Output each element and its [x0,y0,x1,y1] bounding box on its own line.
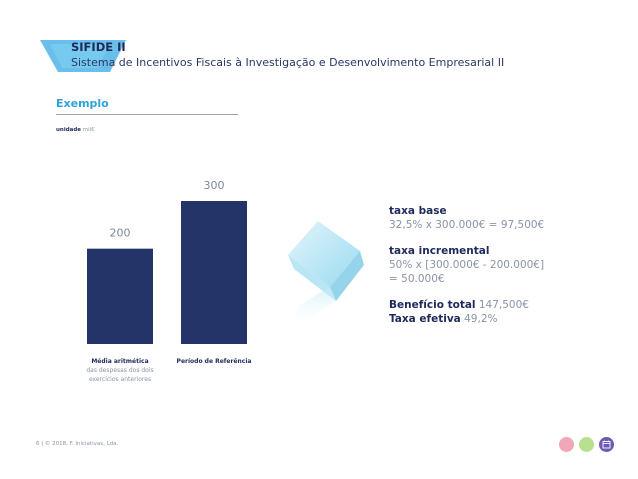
effective-rate-value: 49,2% [464,313,498,325]
total-benefit-value: 147,500€ [478,299,529,311]
ribbon-decoration [40,40,126,72]
pink-dot-icon[interactable] [559,437,574,452]
base-rate-title: taxa base [389,205,447,217]
calendar-icon[interactable] [599,437,614,452]
category-sub1-1: das despesas dos dois [86,367,154,374]
category-main-1: Média aritmética [91,358,149,365]
page-subtitle: Sistema de Incentivos Fiscais à Investig… [71,56,505,69]
bar-1 [87,248,153,344]
section-divider [56,114,238,115]
calculation-panel: taxa base 32,5% x 300.000€ = 97,500€ tax… [389,204,589,326]
base-rate-formula: 32,5% x 300.000€ = 97,500€ [389,219,545,231]
page-title: SIFIDE II [71,40,126,54]
cube-illustration [288,221,364,331]
effective-rate-row: Taxa efetiva 49,2% [389,312,589,326]
category-label-2: Período de Referência [159,357,269,366]
unit-note: unidade mil€ [56,127,95,133]
bar-value-label-2: 300 [204,179,225,192]
category-main-2: Período de Referência [176,358,252,365]
category-label-1: Média aritmética das despesas dos dois exe… [65,357,175,384]
incremental-rate-formula: 50% x [300.000€ - 200.000€] [389,259,545,271]
incremental-rate-result: = 50.000€ [389,273,445,285]
total-benefit-label: Benefício total [389,299,476,311]
category-sub2-1: exercícios anteriores [88,376,152,383]
bar-2 [181,201,247,344]
total-benefit-row: Benefício total 147,500€ [389,298,589,312]
incremental-rate-title: taxa incremental [389,245,490,257]
unit-value: mil€ [82,127,95,133]
green-dot-icon[interactable] [579,437,594,452]
bar-value-label-1: 200 [110,227,131,240]
unit-prefix: unidade [56,127,82,133]
footer-text: 6 | © 2018, F. Iniciativas, Lda. [36,441,119,447]
effective-rate-label: Taxa efetiva [389,313,461,325]
section-label: Exemplo [56,97,109,110]
